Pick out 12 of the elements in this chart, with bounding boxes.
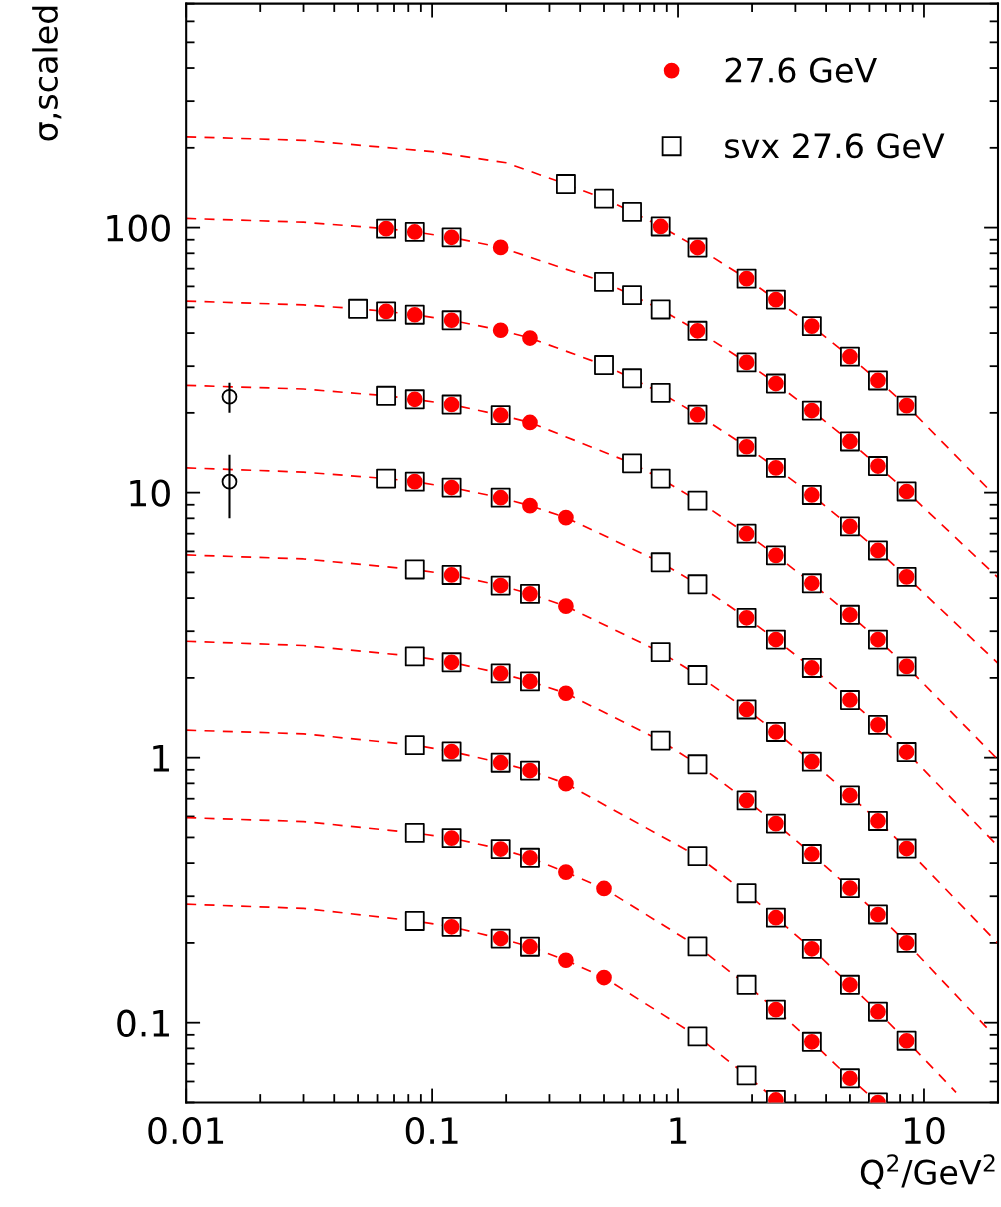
y-tick-label: 1 — [153, 745, 169, 772]
legend-label: svx 27.6 GeV — [725, 133, 945, 159]
x-tick-label: 1 — [670, 1117, 687, 1144]
y-tick-label: 100 — [107, 214, 170, 242]
y-tick-label: 10 — [130, 479, 170, 507]
x-tick-label: 0.1 — [405, 1117, 458, 1145]
legend-label: 27.6 GeV — [725, 57, 877, 83]
x-tick-label: 0.01 — [148, 1117, 224, 1145]
y-axis-title: σ,scaled — [32, 6, 62, 141]
x-axis-title: Q$^{2}$/GeV$^{2}$ — [860, 1154, 995, 1189]
x-tick-label: 10 — [904, 1117, 945, 1145]
y-tick-label: 0.1 — [117, 1009, 169, 1037]
